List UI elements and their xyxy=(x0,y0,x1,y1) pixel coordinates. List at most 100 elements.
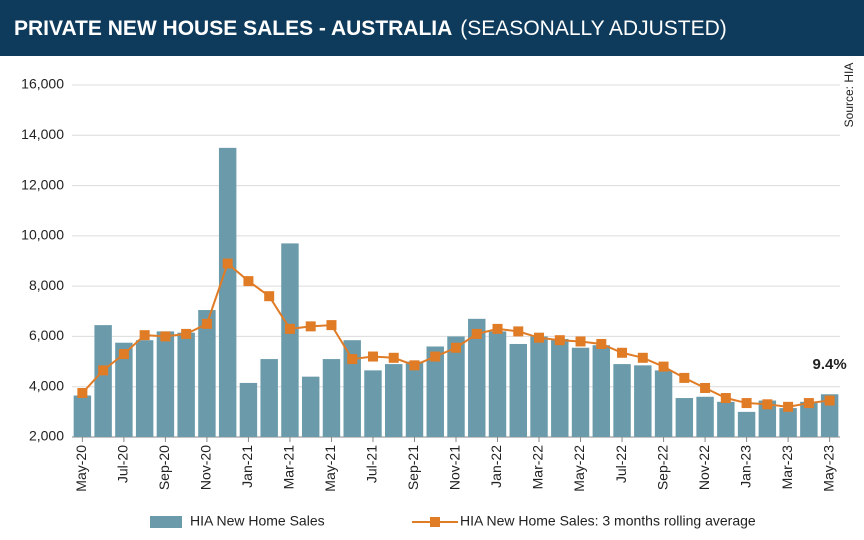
line-marker xyxy=(658,361,669,372)
line-marker xyxy=(347,354,358,365)
y-tick-label: 2,000 xyxy=(29,428,64,444)
bar xyxy=(156,331,175,437)
bar xyxy=(260,359,278,437)
line-marker xyxy=(700,382,711,393)
bar xyxy=(385,364,403,437)
bar xyxy=(301,376,320,437)
line-marker xyxy=(388,352,399,363)
x-tick-label: May-20 xyxy=(73,445,89,492)
line-marker xyxy=(305,321,316,332)
bar xyxy=(530,336,548,437)
bar xyxy=(717,401,735,437)
x-tick-label: May-23 xyxy=(820,445,836,492)
bar xyxy=(488,331,507,437)
bar xyxy=(447,336,465,437)
x-tick-label: Jul-20 xyxy=(115,445,131,483)
line-marker xyxy=(201,318,212,329)
x-tick-label: Mar-23 xyxy=(779,445,795,490)
bar xyxy=(800,401,818,437)
bar xyxy=(468,318,486,437)
legend-swatch xyxy=(150,516,182,528)
line-marker xyxy=(741,398,752,409)
line-marker xyxy=(367,351,378,362)
bar xyxy=(405,361,424,437)
line-marker xyxy=(596,338,607,349)
bar xyxy=(551,338,569,437)
chart-subtitle: (SEASONALLY ADJUSTED) xyxy=(460,17,726,40)
title-group: PRIVATE NEW HOUSE SALES - AUSTRALIA (SEAS… xyxy=(14,17,727,40)
line-marker xyxy=(471,328,482,339)
line-marker xyxy=(534,332,545,343)
bar xyxy=(613,364,631,437)
x-tick-label: May-21 xyxy=(322,445,338,492)
line-marker xyxy=(98,365,109,376)
legend-label: HIA New Home Sales xyxy=(190,513,325,529)
line-marker xyxy=(824,395,835,406)
y-tick-label: 6,000 xyxy=(29,327,64,343)
line-marker xyxy=(637,352,648,363)
line-marker xyxy=(326,320,337,331)
source-note: Source: HIA xyxy=(842,63,856,128)
line-marker xyxy=(181,328,192,339)
bar xyxy=(509,343,527,437)
y-tick-label: 12,000 xyxy=(21,176,64,192)
chart-title: PRIVATE NEW HOUSE SALES - AUSTRALIA xyxy=(14,17,452,40)
bar xyxy=(634,365,652,437)
x-tick-label: Mar-21 xyxy=(281,445,297,490)
line-marker xyxy=(783,401,794,412)
line-marker xyxy=(77,388,88,398)
line-marker xyxy=(492,323,503,334)
bar xyxy=(779,408,797,437)
annotation: 9.4% xyxy=(813,356,847,373)
bar xyxy=(737,411,756,437)
line-marker xyxy=(118,349,129,360)
line-marker xyxy=(222,258,233,269)
line-marker xyxy=(513,326,524,337)
bar xyxy=(198,310,216,437)
x-tick-label: Nov-22 xyxy=(696,445,712,490)
bar xyxy=(322,359,341,437)
bar xyxy=(696,396,714,437)
bar xyxy=(426,346,444,437)
line-marker xyxy=(430,351,441,362)
line-marker xyxy=(139,330,150,341)
x-tick-label: Sep-22 xyxy=(654,445,670,490)
x-tick-label: Jul-22 xyxy=(613,445,629,483)
bar xyxy=(758,400,777,437)
x-tick-label: Nov-21 xyxy=(447,445,463,490)
line-marker xyxy=(617,347,628,358)
legend-label: HIA New Home Sales: 3 months rolling ave… xyxy=(460,513,756,529)
line-marker xyxy=(554,335,565,346)
bar xyxy=(571,347,590,437)
bar xyxy=(177,332,195,437)
x-tick-label: Jan-23 xyxy=(737,445,753,488)
y-tick-label: 10,000 xyxy=(21,227,64,243)
bar xyxy=(675,398,694,437)
x-tick-label: Jan-22 xyxy=(488,445,504,488)
bar xyxy=(592,345,611,437)
x-tick-label: Sep-21 xyxy=(405,445,421,490)
line-marker xyxy=(575,336,586,347)
y-tick-label: 8,000 xyxy=(29,277,64,293)
x-tick-label: Jan-21 xyxy=(239,445,255,488)
bar xyxy=(364,370,382,437)
x-tick-label: Mar-22 xyxy=(530,445,546,490)
title-bar xyxy=(0,0,864,56)
line-marker xyxy=(284,323,295,334)
line-marker xyxy=(679,372,690,383)
y-tick-label: 4,000 xyxy=(29,377,64,393)
line-marker xyxy=(720,393,731,404)
line-marker xyxy=(762,399,773,410)
line-marker xyxy=(160,331,171,342)
x-tick-label: Sep-20 xyxy=(156,445,172,490)
bar xyxy=(654,370,673,437)
x-tick-label: Nov-20 xyxy=(198,445,214,490)
bar xyxy=(73,395,92,437)
y-tick-label: 14,000 xyxy=(21,126,64,142)
line-marker xyxy=(264,291,275,302)
bar xyxy=(239,382,258,437)
line-marker xyxy=(409,360,420,371)
x-tick-label: May-22 xyxy=(571,445,587,492)
legend-swatch-marker xyxy=(430,517,440,527)
